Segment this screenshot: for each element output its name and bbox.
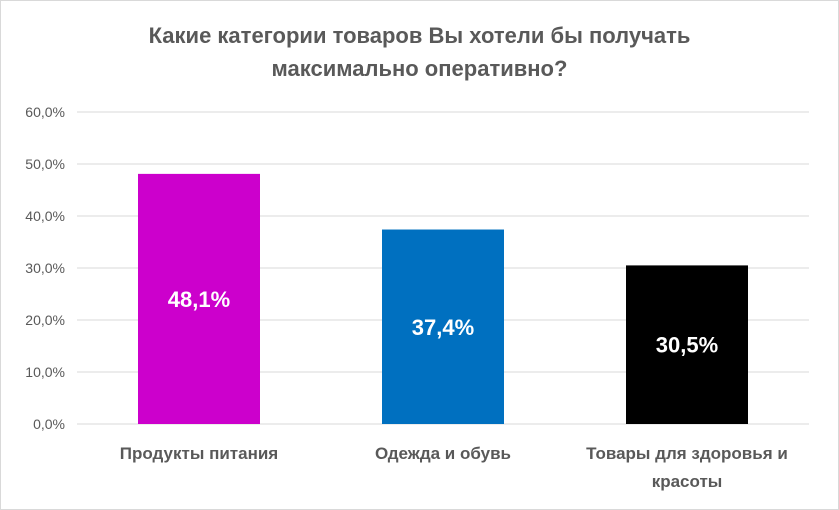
data-label: 30,5% (656, 333, 718, 358)
y-tick-label: 40,0% (25, 208, 65, 224)
y-tick-label: 60,0% (25, 104, 65, 120)
x-category-label: Одежда и обувь (375, 444, 511, 463)
data-label: 48,1% (168, 287, 230, 312)
bar (626, 265, 748, 424)
x-category-label: Товары для здоровья и (586, 444, 788, 463)
x-category-label: Продукты питания (120, 444, 278, 463)
y-tick-label: 0,0% (33, 416, 65, 432)
x-category-label: красоты (652, 472, 723, 491)
bar (382, 229, 504, 424)
y-tick-label: 10,0% (25, 364, 65, 380)
chart-title: Какие категории товаров Вы хотели бы пол… (148, 23, 691, 81)
data-label: 37,4% (412, 315, 474, 340)
y-tick-label: 50,0% (25, 156, 65, 172)
y-tick-label: 30,0% (25, 260, 65, 276)
bar (138, 173, 260, 424)
y-tick-label: 20,0% (25, 312, 65, 328)
